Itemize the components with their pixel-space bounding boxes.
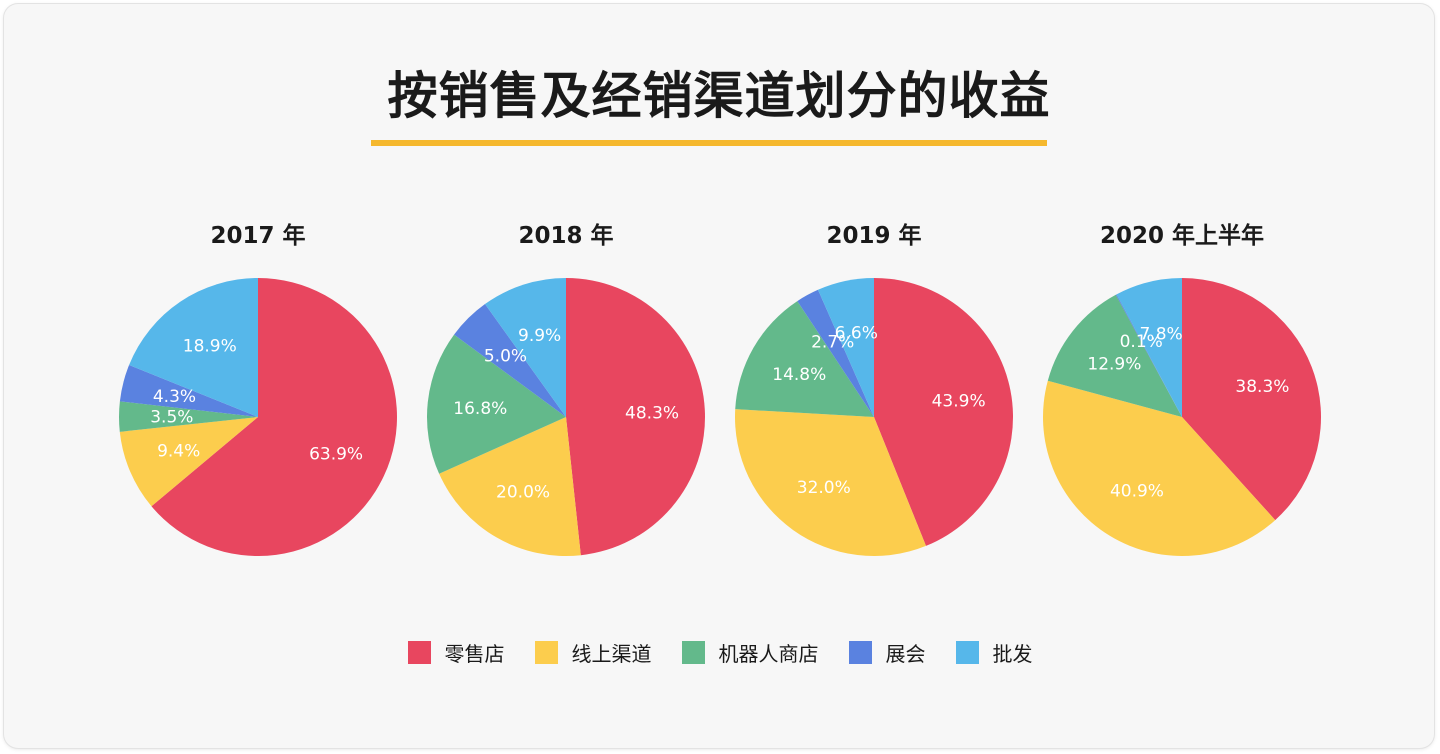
pie-slice bbox=[817, 278, 874, 417]
legend-swatch bbox=[681, 641, 705, 664]
pie-slice bbox=[454, 304, 566, 417]
legend-swatch bbox=[848, 641, 872, 664]
legend-swatch bbox=[955, 641, 979, 664]
pie-chart-2: 2018 年 48.3% 20.0% 16.8% 5.0%9.9% bbox=[426, 222, 706, 557]
pie-slice-label: 40.9% bbox=[1110, 481, 1164, 501]
pie-slice bbox=[1116, 278, 1182, 417]
pie-slice-label: 16.8% bbox=[453, 399, 507, 419]
page-title: 按销售及经销渠道划分的收益 bbox=[387, 67, 1051, 125]
pie-title: 2018 年 bbox=[518, 222, 613, 249]
pie-slice-label: 48.3% bbox=[625, 403, 679, 423]
pie-slice bbox=[1047, 294, 1182, 417]
pie-slice-label: 14.8% bbox=[772, 365, 826, 385]
pie-title: 2020 年上半年 bbox=[1100, 222, 1264, 249]
pie-slice-label: 9.4% bbox=[157, 442, 200, 462]
pie-slice-label: 4.3% bbox=[153, 387, 196, 407]
pie-slice bbox=[735, 409, 926, 557]
pie-slice-label: 9.9% bbox=[518, 326, 561, 346]
pie-slice-label: 6.6% bbox=[835, 324, 878, 344]
legend-label: 线上渠道 bbox=[571, 642, 652, 666]
pie-slice-label: 12.9% bbox=[1087, 355, 1141, 375]
pie-slice-label: 43.9% bbox=[932, 392, 986, 412]
legend-item-retail: 零售店 bbox=[407, 638, 505, 667]
pie-chart-4: 2020 年上半年 38.3% 40.9% 12.9% 0.1%7.8% bbox=[1043, 222, 1321, 556]
pie-slice-label: 3.5% bbox=[150, 408, 193, 428]
title-underline bbox=[371, 140, 1047, 146]
pie-slice bbox=[129, 278, 258, 417]
pie-slice-label: 18.9% bbox=[183, 337, 237, 357]
pie-slice bbox=[119, 401, 258, 432]
legend-label: 零售店 bbox=[444, 642, 505, 666]
pie-slice bbox=[119, 365, 258, 417]
pie-slice-label: 38.3% bbox=[1235, 377, 1289, 397]
pie-slice bbox=[439, 417, 581, 557]
pie-slice-label: 2.7% bbox=[811, 332, 854, 352]
pie-slice bbox=[485, 278, 566, 417]
pie-slice-label: 32.0% bbox=[797, 478, 851, 498]
pie-chart-1: 2017 年 63.9% 9.4% 3.5%4.3% 18.9% bbox=[119, 222, 397, 556]
pie-slice bbox=[1043, 380, 1276, 556]
pie-slice-label: 7.8% bbox=[1139, 324, 1182, 344]
legend-item-wholesale: 批发 bbox=[955, 638, 1033, 667]
pie-slice bbox=[797, 289, 874, 417]
pie-slice-label: 5.0% bbox=[484, 347, 527, 367]
pie-slice bbox=[874, 278, 1014, 546]
pie-slice bbox=[426, 334, 566, 474]
pie-slice bbox=[1182, 278, 1321, 521]
legend-label: 展会 bbox=[885, 642, 926, 666]
pie-slice-label: 63.9% bbox=[309, 444, 363, 464]
pie-title: 2017 年 bbox=[210, 222, 305, 249]
pie-title: 2019 年 bbox=[826, 222, 921, 249]
legend-item-online: 线上渠道 bbox=[534, 638, 652, 667]
legend-label: 机器人商店 bbox=[718, 642, 819, 666]
legend: 零售店 线上渠道 机器人商店 展会 批发 bbox=[0, 638, 1440, 667]
legend-swatch bbox=[534, 641, 558, 664]
legend-label: 批发 bbox=[992, 642, 1033, 666]
pie-slice bbox=[566, 278, 706, 556]
legend-item-robot-store: 机器人商店 bbox=[681, 638, 819, 667]
legend-swatch bbox=[407, 641, 431, 664]
legend-item-exhibition: 展会 bbox=[848, 638, 926, 667]
pie-slice-label: 20.0% bbox=[496, 483, 550, 503]
pie-slice bbox=[151, 278, 397, 556]
pie-slice-label: 0.1% bbox=[1120, 332, 1163, 352]
pie-chart-3: 2019 年 43.9% 32.0% 14.8% 2.7%6.6% bbox=[735, 222, 1014, 557]
pie-slice bbox=[119, 417, 258, 507]
pie-slice bbox=[735, 301, 874, 417]
pie-slice bbox=[1115, 294, 1182, 417]
